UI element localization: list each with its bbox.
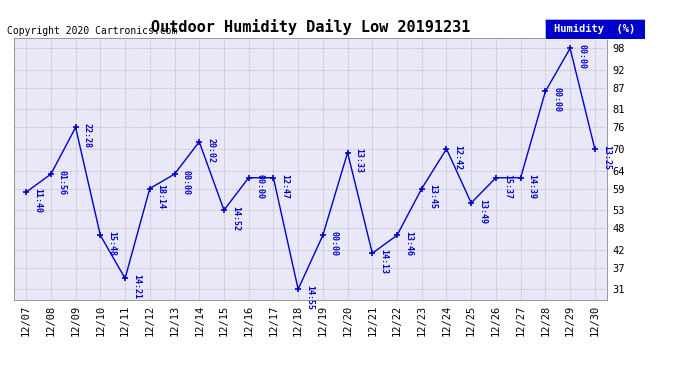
Text: 22:28: 22:28 — [83, 123, 92, 148]
Text: 00:00: 00:00 — [181, 170, 190, 195]
Text: 18:14: 18:14 — [157, 184, 166, 209]
Text: 00:00: 00:00 — [552, 87, 562, 112]
Text: 12:47: 12:47 — [280, 174, 289, 199]
Text: 13:25: 13:25 — [602, 145, 611, 170]
Text: 20:02: 20:02 — [206, 138, 215, 163]
Text: 13:33: 13:33 — [355, 148, 364, 173]
Text: 15:37: 15:37 — [503, 174, 512, 199]
Text: 14:55: 14:55 — [305, 285, 314, 310]
Text: 01:56: 01:56 — [58, 170, 67, 195]
Text: 00:00: 00:00 — [255, 174, 265, 199]
Title: Outdoor Humidity Daily Low 20191231: Outdoor Humidity Daily Low 20191231 — [151, 19, 470, 35]
Text: Humidity  (%): Humidity (%) — [555, 24, 635, 34]
Text: 13:46: 13:46 — [404, 231, 413, 256]
Text: 11:40: 11:40 — [33, 188, 42, 213]
Text: 13:49: 13:49 — [478, 199, 487, 224]
Text: 12:42: 12:42 — [453, 145, 462, 170]
Text: 14:52: 14:52 — [231, 206, 240, 231]
Text: 14:13: 14:13 — [380, 249, 388, 274]
Text: Copyright 2020 Cartronics.com: Copyright 2020 Cartronics.com — [7, 26, 177, 36]
Text: 00:00: 00:00 — [577, 44, 586, 69]
Text: 14:39: 14:39 — [528, 174, 537, 199]
Text: 14:21: 14:21 — [132, 274, 141, 299]
Text: 13:45: 13:45 — [428, 184, 437, 209]
Text: 00:00: 00:00 — [330, 231, 339, 256]
Text: 15:48: 15:48 — [107, 231, 117, 256]
